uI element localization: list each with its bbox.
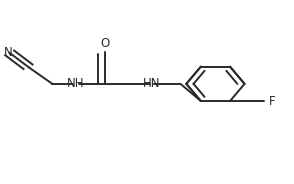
Text: NH: NH [67,77,84,90]
Text: F: F [269,95,276,108]
Text: O: O [100,37,109,50]
Text: N: N [4,46,13,59]
Text: HN: HN [143,77,160,90]
